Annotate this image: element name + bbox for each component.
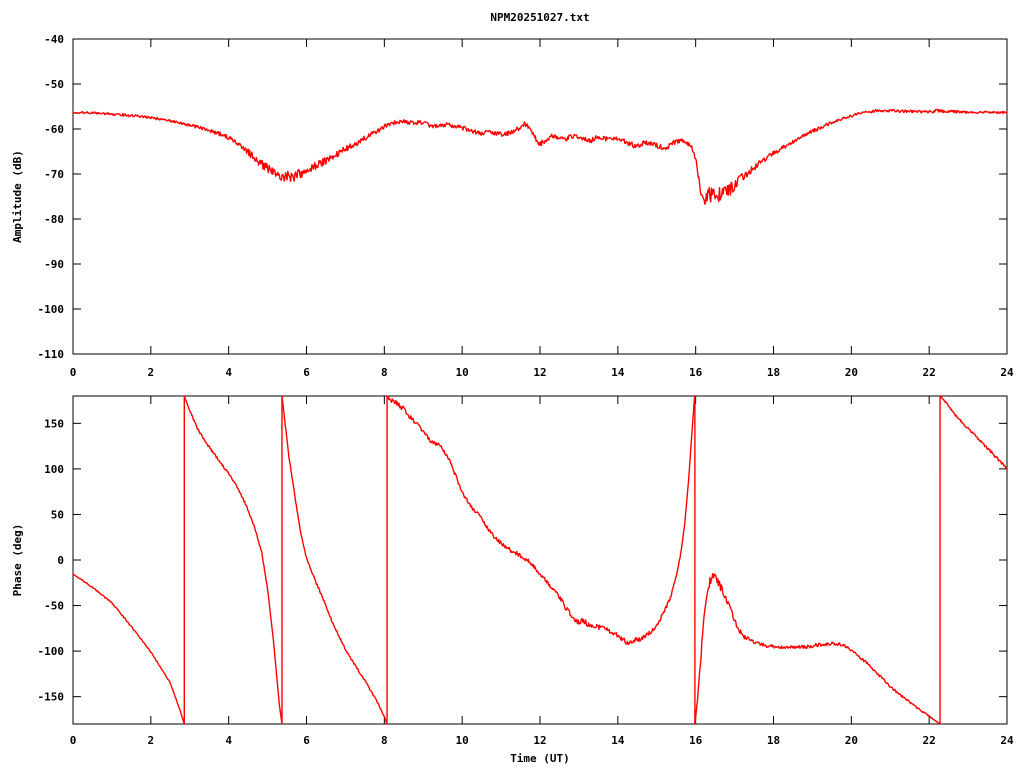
x-tick-label: 24	[1000, 366, 1014, 379]
y-tick-label: 100	[44, 463, 64, 476]
x-tick-label: 22	[923, 734, 936, 747]
y-tick-label: -90	[44, 258, 64, 271]
y-tick-label: -100	[38, 645, 65, 658]
phase-plot: 0 2 4 6 8 10 12 14 16 18 20 22 24-150-100-5005010015…	[38, 395, 1014, 747]
chart-title: NPM20251027.txt	[490, 11, 589, 24]
x-tick-label: 14	[611, 734, 625, 747]
phase-plot-border	[72, 395, 1008, 725]
x-tick-label: 22	[923, 366, 936, 379]
x-tick-label: 18	[767, 734, 780, 747]
x-tick-label: 24	[1000, 734, 1014, 747]
y-tick-label: -60	[44, 123, 64, 136]
x-tick-label: 12	[533, 366, 546, 379]
x-tick-label: 10	[456, 366, 469, 379]
y-tick-label: -50	[44, 78, 64, 91]
y-tick-label: -40	[44, 33, 64, 46]
y-tick-label: -80	[44, 213, 64, 226]
x-tick-label: 12	[533, 734, 546, 747]
amplitude-plot-border	[72, 38, 1008, 355]
x-tick-label: 8	[381, 366, 388, 379]
x-tick-label: 14	[611, 366, 625, 379]
y-tick-label: -70	[44, 168, 64, 181]
y-tick-label: 0	[57, 554, 64, 567]
x-tick-label: 0	[70, 734, 77, 747]
x-tick-label: 10	[456, 734, 469, 747]
x-tick-label: 20	[845, 734, 858, 747]
x-axis-label: Time (UT)	[510, 752, 570, 765]
phase-curve	[72, 395, 1008, 725]
phase-y-axis-label: Phase (deg)	[11, 524, 24, 597]
y-tick-label: -150	[38, 691, 65, 704]
x-tick-label: 18	[767, 366, 780, 379]
y-tick-label: -100	[38, 303, 65, 316]
x-tick-label: 0	[70, 366, 77, 379]
y-tick-label: 50	[51, 508, 64, 521]
y-tick-label: -110	[38, 348, 65, 361]
y-tick-label: -50	[44, 600, 64, 613]
x-tick-label: 4	[225, 734, 232, 747]
x-tick-label: 6	[303, 366, 310, 379]
amplitude-curve	[72, 108, 1008, 205]
x-tick-label: 4	[225, 366, 232, 379]
x-tick-label: 16	[689, 734, 703, 747]
x-tick-label: 20	[845, 366, 858, 379]
x-tick-label: 8	[381, 734, 388, 747]
x-tick-label: 2	[148, 366, 155, 379]
y-tick-label: 150	[44, 417, 64, 430]
x-tick-label: 6	[303, 734, 310, 747]
x-tick-label: 16	[689, 366, 703, 379]
x-tick-label: 2	[148, 734, 155, 747]
amplitude-y-axis-label: Amplitude (dB)	[11, 150, 24, 243]
amplitude-plot: 0 2 4 6 8 10 12 14 16 18 20 22 24-110-100-90-80-70-6…	[38, 33, 1014, 379]
